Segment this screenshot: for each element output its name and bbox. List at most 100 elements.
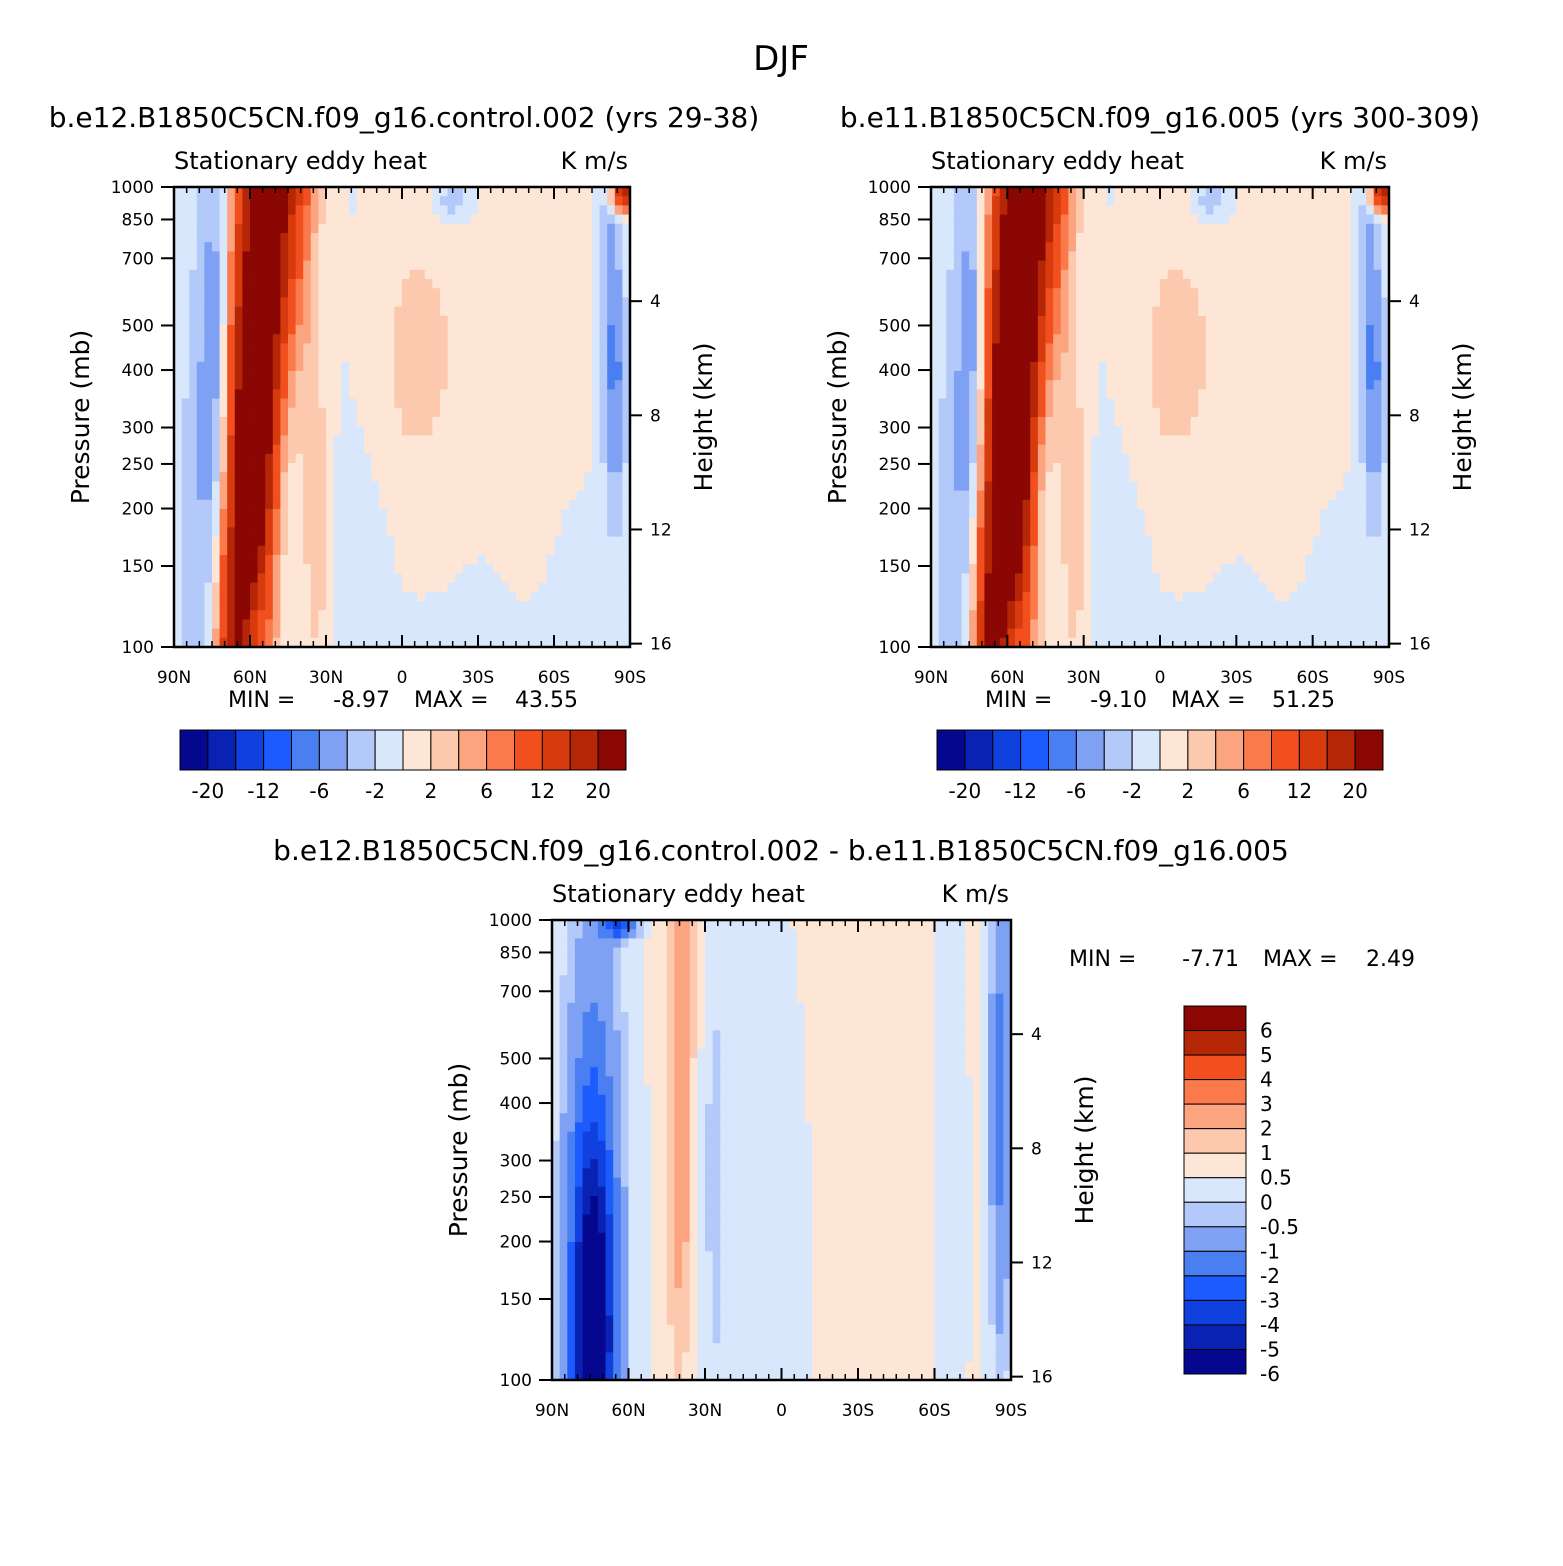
heatmap-cell — [500, 334, 509, 344]
heatmap-cell — [326, 325, 335, 335]
heatmap-cell — [622, 518, 631, 528]
heatmap-cell — [424, 352, 433, 363]
heatmap-cell — [447, 637, 456, 648]
heatmap-cell — [953, 214, 963, 225]
heatmap-cell — [470, 315, 479, 326]
heatmap-cell — [508, 251, 517, 262]
heatmap-cell — [1251, 269, 1260, 280]
heatmap-cell — [1327, 417, 1337, 427]
heatmap-cell — [523, 279, 532, 289]
heatmap-cell — [333, 582, 342, 593]
heatmap-cell — [1190, 325, 1199, 335]
heatmap-cell — [1228, 453, 1237, 464]
heatmap-cell — [953, 187, 963, 197]
heatmap-cell — [1282, 453, 1291, 464]
heatmap-cell — [1274, 269, 1283, 280]
heatmap-cell — [386, 582, 395, 593]
heatmap-cell — [379, 389, 388, 400]
heatmap-cell — [531, 325, 540, 335]
heatmap-cell — [219, 334, 228, 344]
heatmap-cell — [409, 187, 418, 197]
heatmap-cell — [303, 426, 312, 436]
heatmap-cell — [1213, 288, 1222, 298]
heatmap-cell — [310, 417, 319, 427]
heatmap-cell — [1030, 398, 1039, 409]
heatmap-cell — [1030, 187, 1039, 197]
heatmap-cell — [523, 426, 532, 436]
heatmap-cell — [516, 325, 525, 335]
heatmap-cell — [394, 564, 403, 574]
heatmap-cell — [341, 564, 350, 574]
heatmap-cell — [523, 205, 532, 216]
heatmap-cell — [984, 371, 993, 381]
heatmap-cell — [326, 389, 335, 400]
heatmap-cell — [181, 205, 190, 216]
heatmap-cell — [1274, 205, 1283, 216]
heatmap-cell — [493, 536, 502, 547]
heatmap-cell — [424, 582, 433, 593]
heatmap-cell — [953, 435, 963, 446]
heatmap-cell — [424, 343, 433, 354]
heatmap-cell — [379, 637, 388, 648]
heatmap-cell — [538, 251, 547, 262]
heatmap-cell — [1030, 223, 1039, 234]
heatmap-cell — [554, 380, 563, 390]
min-value: -8.97 — [333, 688, 390, 713]
heatmap-cell — [379, 545, 388, 556]
heatmap-cell — [1266, 435, 1276, 446]
heatmap-cell — [1045, 380, 1054, 390]
heatmap-cell — [599, 564, 608, 574]
heatmap-cell — [424, 619, 433, 630]
heatmap-cell — [1007, 352, 1016, 363]
heatmap-cell — [288, 453, 297, 464]
heatmap-cell — [189, 481, 198, 492]
heatmap-cell — [1327, 251, 1337, 262]
heatmap-cell — [1098, 196, 1108, 206]
heatmap-cell — [1106, 233, 1115, 243]
heatmap-cell — [181, 306, 190, 317]
heatmap-cell — [1129, 306, 1138, 317]
heatmap-cell — [622, 269, 631, 280]
heatmap-cell — [318, 361, 327, 372]
heatmap-cell — [1091, 214, 1100, 225]
heatmap-cell — [356, 398, 365, 409]
heatmap-cell — [402, 509, 411, 519]
heatmap-cell — [280, 463, 289, 473]
heatmap-cell — [523, 334, 532, 344]
heatmap-cell — [394, 481, 403, 492]
heatmap-cell — [455, 297, 464, 308]
heatmap-cell — [592, 444, 601, 455]
heatmap-cell — [561, 389, 570, 400]
heatmap-cell — [1381, 352, 1390, 363]
heatmap-cell — [424, 371, 433, 381]
heatmap-cell — [212, 417, 221, 427]
heatmap-cell — [174, 214, 183, 225]
heatmap-cell — [1343, 417, 1352, 427]
heatmap-cell — [288, 601, 297, 611]
heatmap-cell — [462, 260, 471, 271]
heatmap-cell — [371, 269, 380, 280]
heatmap-cell — [234, 269, 243, 280]
heatmap-cell — [1007, 398, 1016, 409]
heatmap-cell — [250, 453, 259, 464]
heatmap-cell — [1289, 269, 1298, 280]
heatmap-cell — [386, 527, 395, 538]
heatmap-cell — [417, 334, 426, 344]
heatmap-cell — [1343, 288, 1352, 298]
heatmap-cell — [440, 279, 449, 289]
heatmap-cell — [333, 352, 342, 363]
heatmap-cell — [953, 343, 963, 354]
heatmap-cell — [189, 591, 198, 602]
heatmap-cell — [561, 306, 570, 317]
heatmap-cell — [1358, 251, 1367, 262]
heatmap-cell — [1282, 407, 1291, 418]
heatmap-cell — [379, 481, 388, 492]
heatmap-cell — [1053, 417, 1062, 427]
heatmap-cell — [1121, 380, 1131, 390]
heatmap-cell — [546, 435, 555, 446]
heatmap-cell — [1266, 361, 1276, 372]
heatmap-cell — [500, 573, 509, 584]
heatmap-cell — [1121, 315, 1131, 326]
heatmap-cell — [999, 398, 1008, 409]
heatmap-cell — [1022, 398, 1031, 409]
